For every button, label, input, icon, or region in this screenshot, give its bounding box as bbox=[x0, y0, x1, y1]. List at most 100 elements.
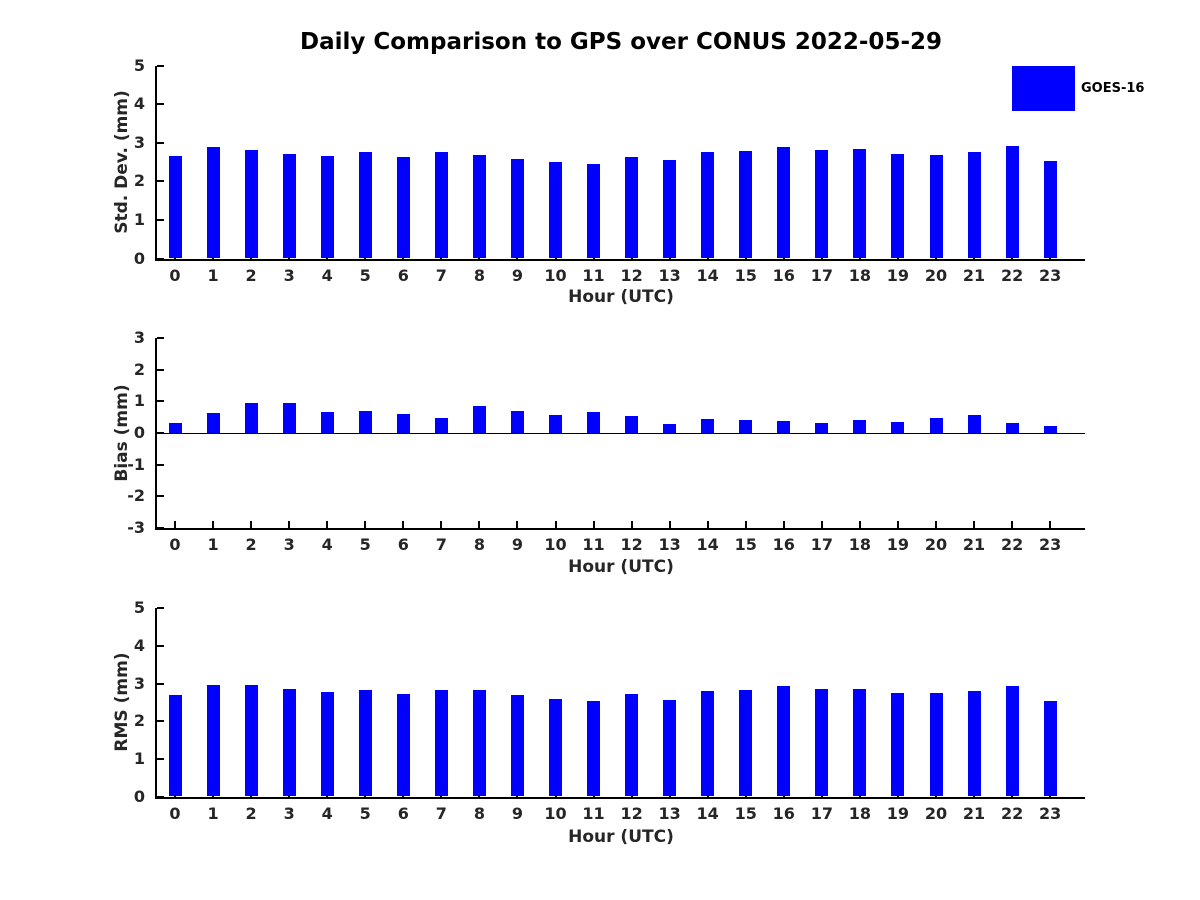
bar-std-dev-h5 bbox=[358, 152, 372, 259]
x-tick-label-rms: 14 bbox=[696, 803, 719, 823]
bar-bias-h15 bbox=[739, 419, 753, 433]
bar-std-dev-h14 bbox=[701, 151, 715, 259]
bar-std-dev-h7 bbox=[434, 151, 448, 259]
x-tick-label-rms: 17 bbox=[810, 803, 833, 823]
bar-rms-h0 bbox=[168, 695, 182, 797]
x-tick-label-rms: 4 bbox=[321, 803, 333, 823]
bar-bias-h8 bbox=[472, 405, 486, 433]
x-axis-spine-bias bbox=[155, 527, 1085, 530]
x-axis-spine-rms bbox=[155, 796, 1085, 799]
x-tick-label-std-dev: 7 bbox=[435, 265, 447, 285]
x-tick-label-bias: 11 bbox=[582, 534, 605, 554]
bar-rms-h8 bbox=[472, 690, 486, 797]
x-tick-label-rms: 16 bbox=[772, 803, 795, 823]
y-tick-std-dev bbox=[157, 180, 164, 183]
x-tick-label-bias: 12 bbox=[620, 534, 643, 554]
y-tick-label-bias: 0 bbox=[133, 423, 145, 442]
y-tick-label-std-dev: 1 bbox=[133, 209, 145, 229]
x-tick-label-std-dev: 18 bbox=[848, 265, 872, 285]
bar-std-dev-h8 bbox=[472, 154, 486, 259]
bar-rms-h3 bbox=[282, 688, 296, 797]
bar-std-dev-h15 bbox=[739, 150, 753, 259]
y-tick-label-std-dev: 3 bbox=[133, 132, 145, 152]
x-axis-spine-std-dev bbox=[155, 258, 1085, 261]
y-tick-label-rms: 3 bbox=[133, 673, 145, 693]
bar-rms-h15 bbox=[739, 689, 753, 797]
x-tick-bias bbox=[744, 520, 747, 528]
y-tick-label-rms: 4 bbox=[133, 635, 145, 655]
y-tick-std-dev bbox=[157, 141, 164, 144]
x-tick-label-std-dev: 9 bbox=[511, 265, 523, 285]
y-tick-bias bbox=[157, 337, 164, 340]
x-tick-label-bias: 10 bbox=[544, 534, 567, 554]
x-tick-label-std-dev: 5 bbox=[359, 265, 371, 285]
bar-std-dev-h6 bbox=[396, 156, 410, 259]
x-tick-label-rms: 23 bbox=[1039, 803, 1062, 823]
bar-bias-h11 bbox=[587, 412, 601, 433]
x-tick-label-bias: 23 bbox=[1039, 534, 1062, 554]
bar-rms-h1 bbox=[206, 685, 220, 797]
x-tick-label-bias: 21 bbox=[962, 534, 986, 554]
y-tick-label-std-dev: 2 bbox=[133, 171, 145, 191]
chart-title: Daily Comparison to GPS over CONUS 2022-… bbox=[299, 29, 942, 55]
x-tick-label-std-dev: 11 bbox=[582, 265, 605, 285]
x-tick-label-bias: 1 bbox=[207, 534, 219, 554]
x-tick-bias bbox=[935, 520, 937, 528]
bar-rms-h13 bbox=[663, 700, 677, 797]
y-tick-bias bbox=[157, 526, 164, 529]
x-tick-label-bias: 9 bbox=[511, 534, 523, 554]
x-tick-label-std-dev: 12 bbox=[620, 265, 643, 285]
x-tick-label-rms: 2 bbox=[245, 803, 257, 823]
bar-bias-h19 bbox=[891, 422, 905, 433]
bar-std-dev-h17 bbox=[815, 149, 829, 259]
bar-rms-h14 bbox=[701, 691, 715, 797]
bar-std-dev-h20 bbox=[929, 154, 943, 259]
bar-rms-h21 bbox=[967, 691, 981, 797]
y-tick-rms bbox=[157, 644, 164, 647]
x-tick-label-bias: 6 bbox=[397, 534, 409, 554]
bar-rms-h16 bbox=[777, 686, 791, 797]
bar-std-dev-h13 bbox=[663, 160, 677, 259]
y-tick-label-std-dev: 5 bbox=[133, 55, 145, 75]
bar-rms-h17 bbox=[815, 689, 829, 797]
bar-std-dev-h23 bbox=[1043, 160, 1057, 259]
x-axis-label-bias: Hour (UTC) bbox=[568, 557, 674, 577]
y-tick-std-dev bbox=[157, 218, 164, 221]
bar-std-dev-h19 bbox=[891, 153, 905, 259]
x-tick-label-rms: 21 bbox=[962, 803, 986, 823]
x-tick-label-bias: 20 bbox=[924, 534, 948, 554]
y-tick-label-rms: 5 bbox=[133, 598, 145, 618]
x-tick-bias bbox=[516, 520, 519, 528]
bar-rms-h11 bbox=[587, 700, 601, 797]
x-tick-label-rms: 0 bbox=[169, 803, 181, 823]
bar-std-dev-h3 bbox=[282, 154, 296, 259]
bar-bias-h14 bbox=[701, 418, 715, 433]
x-tick-bias bbox=[402, 520, 405, 528]
bar-bias-h7 bbox=[434, 417, 448, 433]
x-tick-label-rms: 6 bbox=[397, 803, 409, 823]
bar-rms-h23 bbox=[1043, 701, 1057, 797]
x-tick-label-bias: 8 bbox=[473, 534, 485, 554]
x-tick-label-bias: 13 bbox=[658, 534, 681, 554]
x-tick-label-bias: 17 bbox=[810, 534, 833, 554]
y-tick-rms bbox=[157, 607, 164, 610]
x-tick-label-bias: 3 bbox=[283, 534, 295, 554]
x-tick-label-std-dev: 2 bbox=[245, 265, 257, 285]
x-tick-label-bias: 4 bbox=[321, 534, 333, 554]
bar-bias-h18 bbox=[853, 419, 867, 433]
x-tick-bias bbox=[820, 520, 823, 528]
x-tick-bias bbox=[478, 520, 481, 528]
bar-bias-h20 bbox=[929, 418, 943, 433]
y-tick-label-rms: 1 bbox=[133, 748, 145, 768]
bar-bias-h9 bbox=[510, 410, 524, 433]
y-tick-rms bbox=[157, 795, 164, 798]
y-axis-spine-rms bbox=[155, 608, 157, 799]
x-tick-label-std-dev: 13 bbox=[658, 265, 681, 285]
x-tick-bias bbox=[1049, 520, 1052, 528]
bar-std-dev-h18 bbox=[853, 149, 867, 259]
x-tick-label-bias: 5 bbox=[359, 534, 371, 554]
x-tick-label-bias: 16 bbox=[772, 534, 795, 554]
bar-rms-h22 bbox=[1005, 685, 1019, 797]
x-tick-bias bbox=[668, 520, 671, 528]
